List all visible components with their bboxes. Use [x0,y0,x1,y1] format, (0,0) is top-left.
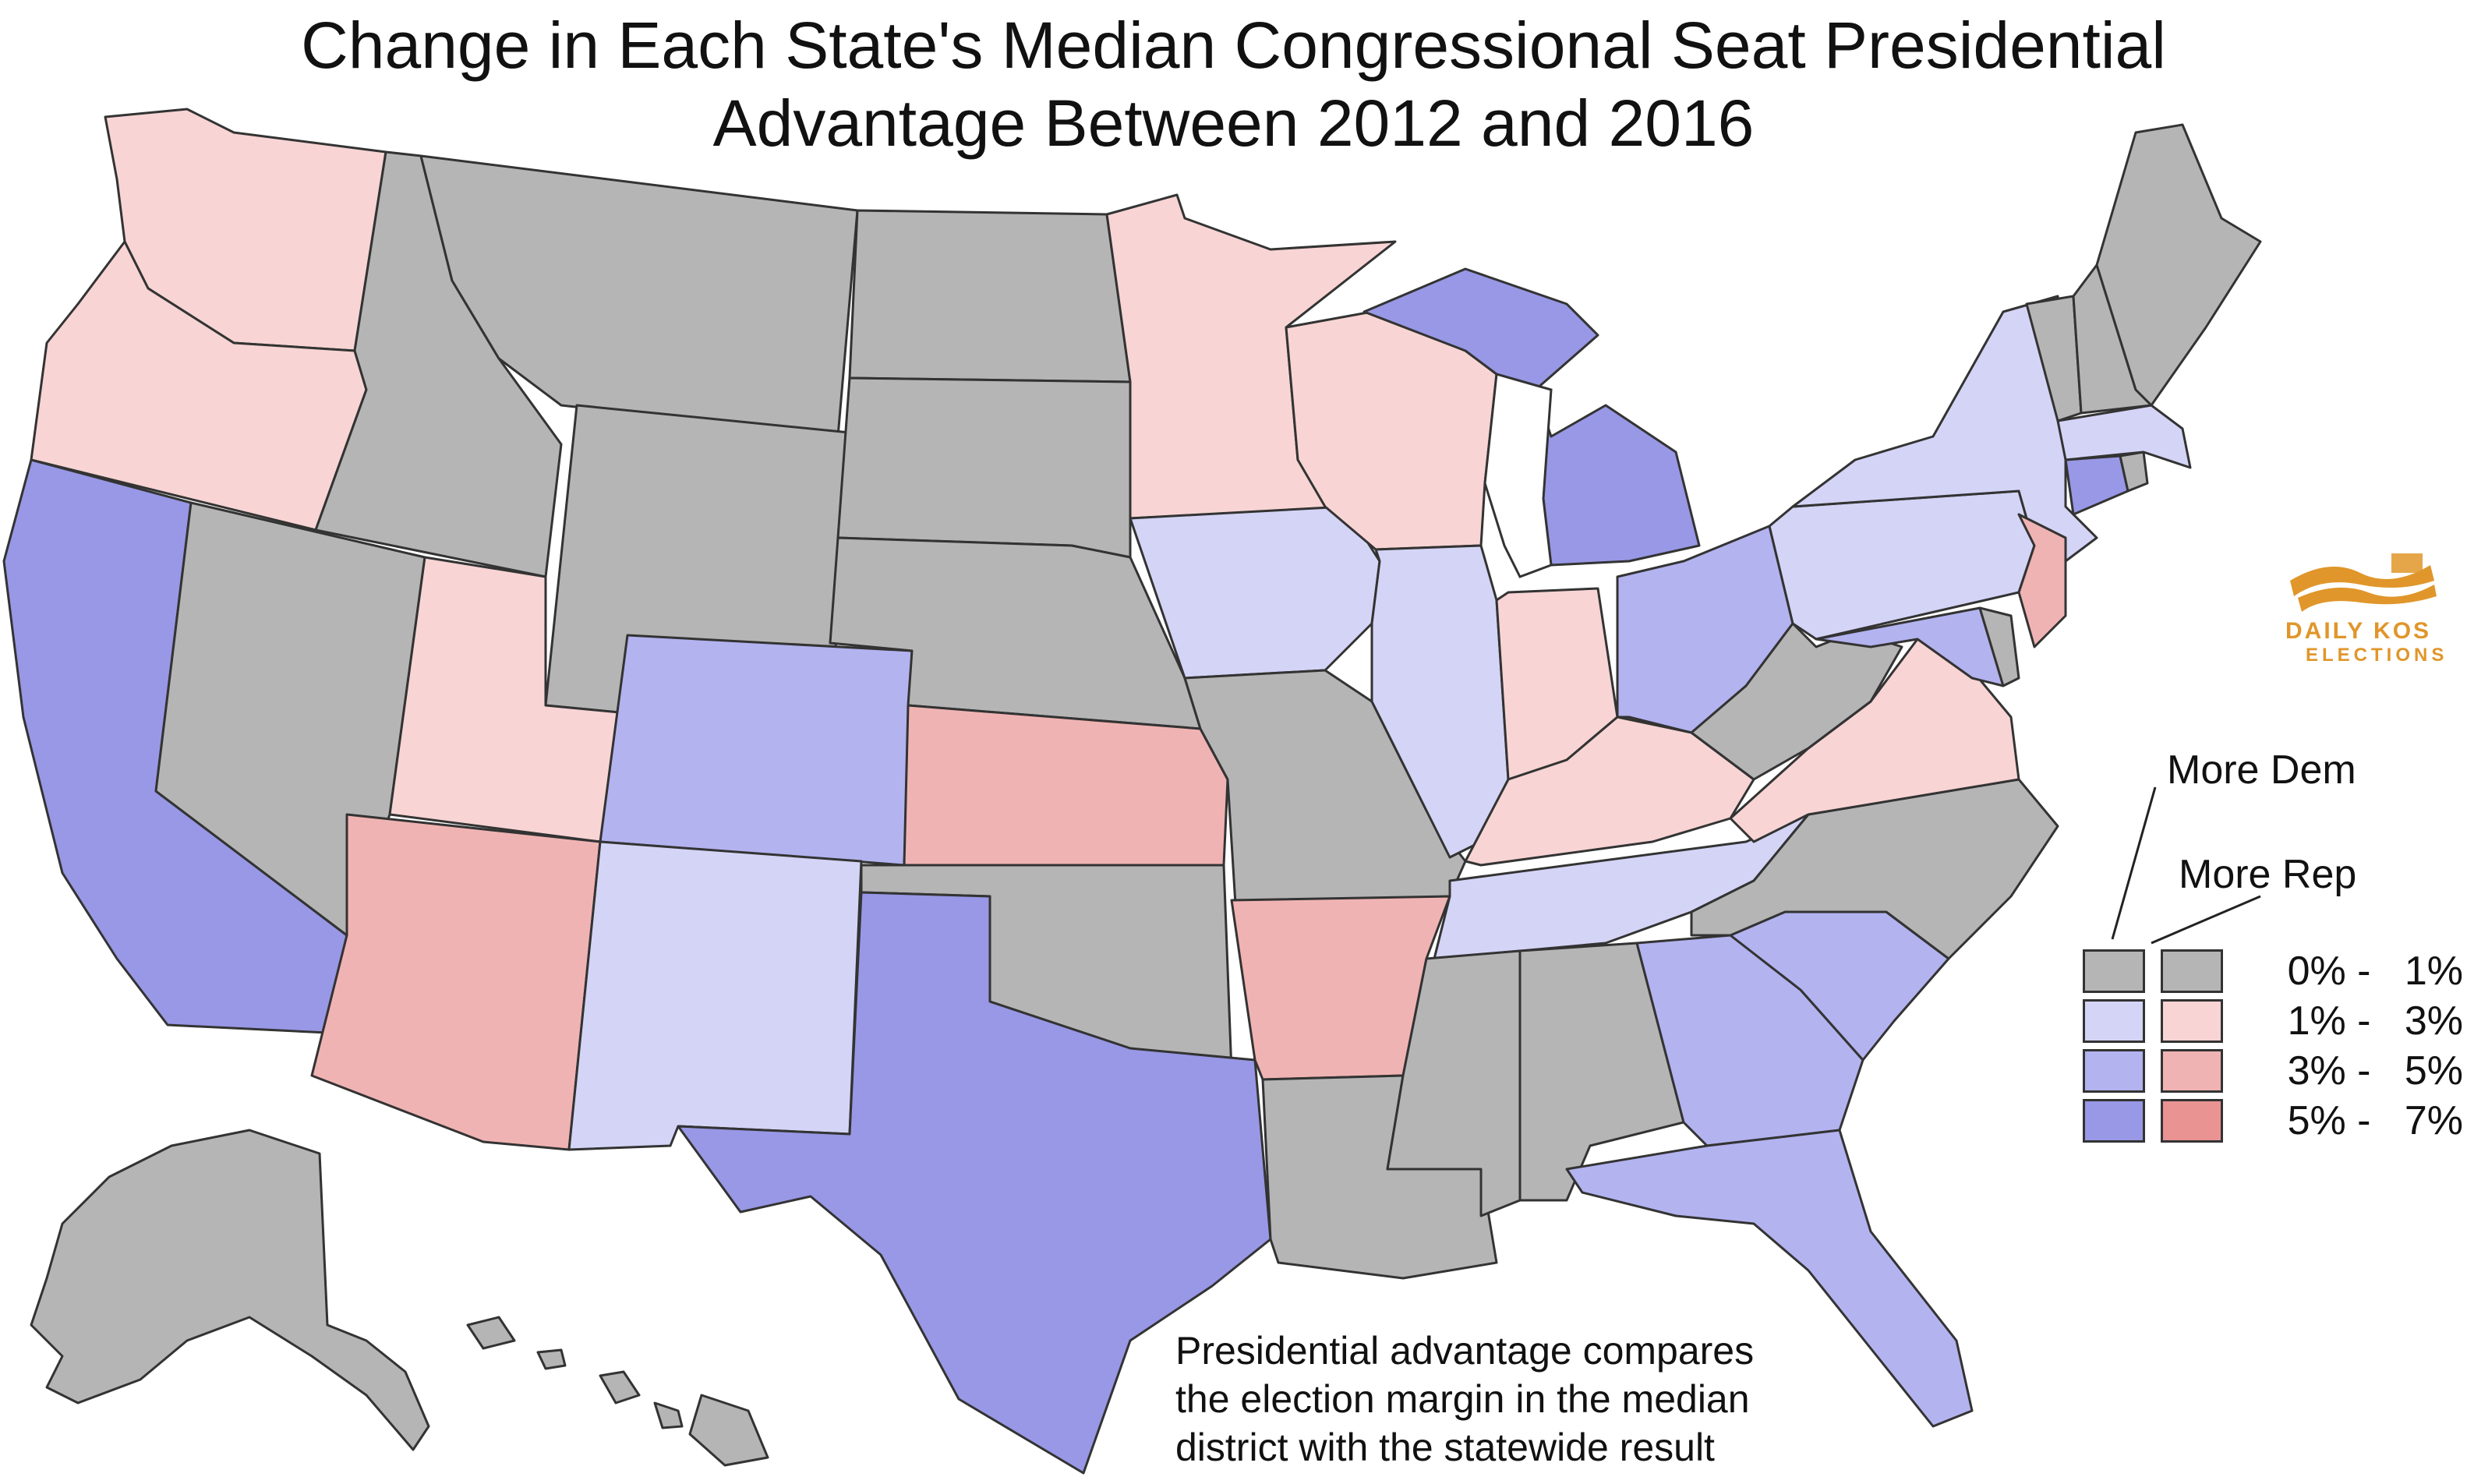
state-ME [2095,123,2262,407]
legend-range-label: 1% - 3% [2287,998,2463,1044]
legend-swatch-rep [2161,949,2223,993]
state-KS [903,704,1229,867]
legend-rep-header: More Rep [2179,852,2357,897]
state-FL [1565,1129,1974,1428]
flag-icon [2290,553,2437,612]
footnote-line-2: the election margin in the median [1175,1377,1750,1421]
legend-swatch-dem [2083,1049,2145,1093]
state-IL [1370,544,1510,859]
map-title-line-2: Advantage Between 2012 and 2016 [712,87,1755,160]
legend-swatch-rep [2161,999,2223,1043]
logo-name: DAILY KOS [2285,618,2432,644]
legend-swatch-dem [2083,1099,2145,1143]
legend-range-label: 3% - 5% [2287,1048,2463,1094]
footnote-line-1: Presidential advantage compares [1175,1329,1755,1373]
map-title-line-1: Change in Each State's Median Congressio… [301,9,2166,82]
footnote-line-3: district with the statewide result [1175,1426,1715,1469]
legend-range-label: 0% - 1% [2287,949,2463,994]
legend-range-label: 5% - 7% [2287,1098,2463,1143]
logo-subtitle: ELECTIONS [2306,645,2448,666]
state-AK [30,1129,430,1451]
state-NC [1690,778,2059,960]
legend-swatch-rep [2161,1099,2223,1143]
legend-swatch-dem [2083,949,2145,993]
map-title: Change in Each State's Median Congressio… [0,6,2467,162]
legend-swatch-rep [2161,1049,2223,1093]
state-NJ [2017,513,2067,648]
state-DE [1978,606,2020,687]
daily-kos-elections-logo: DAILY KOS ELECTIONS [2282,549,2448,666]
lake-michigan [1483,373,1553,578]
state-TX [677,891,1272,1475]
legend-swatch-dem [2083,999,2145,1043]
state-HI [466,1316,769,1467]
state-WV [1690,622,1903,781]
legend-dem-header: More Dem [2167,747,2356,793]
map-footnote: Presidential advantage compares the elec… [1175,1327,1754,1472]
